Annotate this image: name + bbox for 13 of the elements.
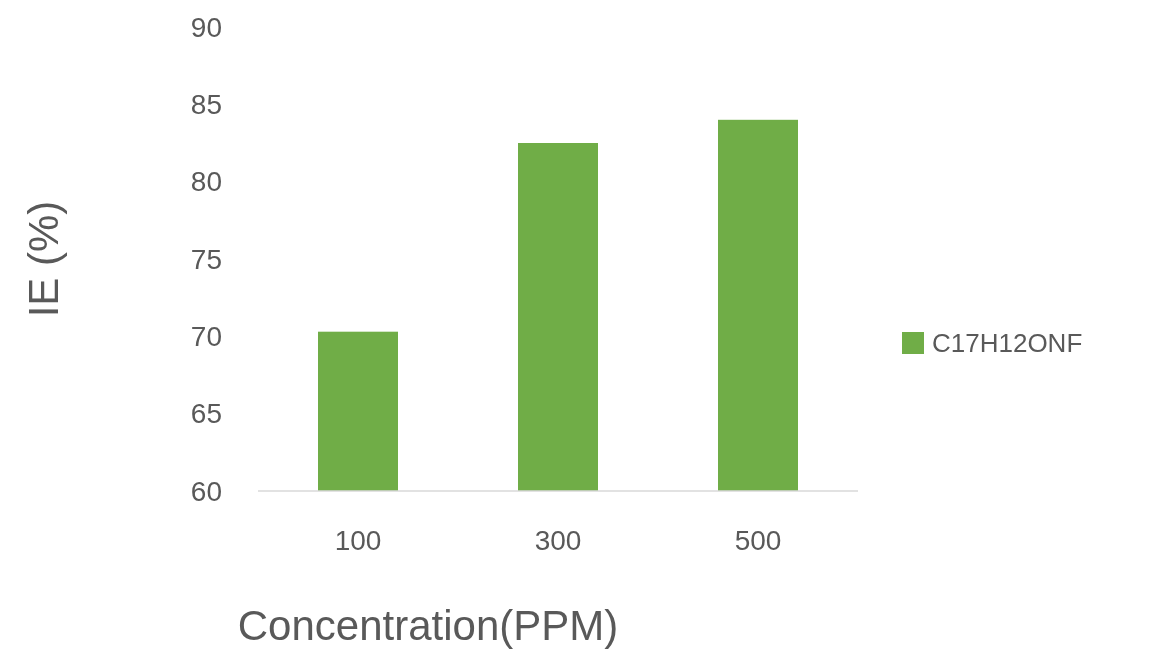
y-tick-label: 80 [190,166,222,198]
y-tick-label: 90 [190,11,222,43]
x-axis-title: Concentration(PPM) [237,602,619,649]
y-tick-label: 85 [190,89,222,121]
y-tick-label: 60 [190,475,222,507]
x-tick-label: 100 [334,525,382,556]
y-axis-title: IE (%) [20,200,67,318]
x-tick-label: 500 [734,525,782,556]
y-tick-label: 75 [190,243,222,275]
y-tick-label: 70 [190,321,222,353]
x-tick-label: 300 [534,525,582,556]
y-tick-label: 65 [190,398,222,430]
legend-label: C17H12ONF [932,328,1083,359]
